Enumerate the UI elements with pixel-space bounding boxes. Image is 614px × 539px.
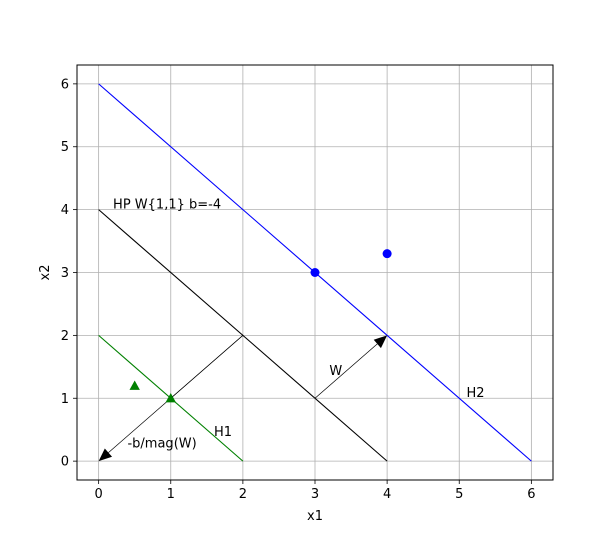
annotation-label: HP W{1,1} b=-4	[113, 197, 221, 212]
point-green	[165, 393, 176, 403]
arrow-head	[373, 335, 388, 349]
y-tick-label: 6	[61, 77, 69, 92]
y-tick-label: 1	[61, 392, 69, 407]
x-tick-label: 0	[94, 487, 102, 502]
x-tick-label: 6	[527, 487, 535, 502]
annotation-label: H2	[466, 386, 484, 401]
arrows	[98, 335, 388, 462]
y-tick-label: 3	[61, 266, 69, 281]
y-axis-label: x2	[38, 265, 53, 281]
annotation-label: W	[329, 364, 342, 379]
x-axis-label: x1	[307, 509, 323, 524]
point-blue	[310, 268, 320, 277]
y-tick-label: 4	[61, 203, 69, 218]
arrow-shaft	[314, 343, 378, 399]
x-tick-label: 2	[239, 487, 247, 502]
axis-ticks: 0 1 2 3 4 5 6 0 1 2 3 4 5 6	[61, 77, 536, 502]
arrow-w	[314, 335, 388, 399]
annotation-label: H1	[214, 425, 232, 440]
x-tick-label: 3	[311, 487, 319, 502]
grid	[77, 65, 553, 480]
arrow-head	[98, 448, 113, 462]
y-tick-label: 2	[61, 329, 69, 344]
data-points	[129, 249, 392, 403]
x-tick-label: 1	[167, 487, 175, 502]
arrow-neg-b-mag-w	[98, 335, 244, 462]
point-blue	[382, 249, 392, 259]
y-tick-label: 5	[61, 140, 69, 155]
annotation-label: -b/mag(W)	[127, 436, 196, 451]
x-tick-label: 5	[455, 487, 463, 502]
point-green	[129, 380, 140, 390]
y-tick-label: 0	[61, 455, 69, 470]
x-tick-label: 4	[383, 487, 391, 502]
arrow-shaft	[108, 335, 244, 453]
annotations: HP W{1,1} b=-4 H2 H1 W -b/mag(W)	[113, 197, 484, 451]
